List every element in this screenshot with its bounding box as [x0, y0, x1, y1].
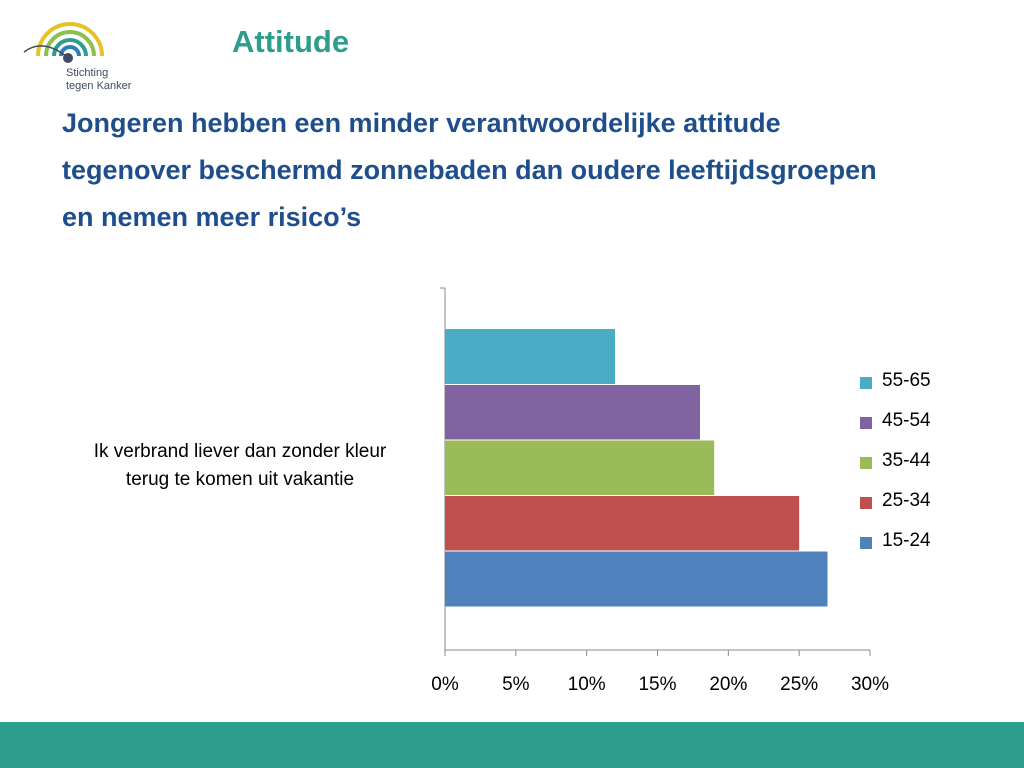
legend-swatch [860, 497, 872, 509]
x-tick-label: 25% [780, 674, 818, 695]
x-tick-label: 20% [709, 674, 747, 695]
logo [22, 18, 152, 98]
legend-label: 15-24 [882, 530, 931, 551]
x-tick-label: 0% [431, 674, 459, 695]
x-tick-label: 5% [502, 674, 530, 695]
x-tick-label: 30% [851, 674, 889, 695]
logo-line-1: Stichting [66, 67, 109, 79]
bar-25-34 [445, 495, 800, 551]
bar-55-65 [445, 329, 615, 385]
subtitle-line-2: tegenover beschermd zonnebaden dan ouder… [62, 155, 877, 185]
legend-swatch [860, 457, 872, 469]
legend-swatch [860, 537, 872, 549]
logo-arcs-icon [23, 22, 104, 63]
category-label: Ik verbrand liever dan zonder kleur teru… [40, 438, 440, 494]
bar-chart: 0% 5% 10% 15% 20% 25% 30% [431, 287, 889, 695]
legend-swatch [860, 417, 872, 429]
category-label-line-1: Ik verbrand liever dan zonder kleur [93, 441, 387, 462]
legend-label: 25-34 [882, 490, 931, 511]
footer-bar [0, 722, 1024, 768]
legend-label: 55-65 [882, 370, 931, 391]
legend-label: 35-44 [882, 450, 931, 471]
subtitle-line-3: en nemen meer risico’s [62, 202, 362, 232]
logo-text: Stichting tegen Kanker [66, 67, 131, 93]
page-title: Attitude [232, 24, 350, 59]
slide-subtitle: Jongeren hebben een minder verantwoordel… [62, 100, 992, 241]
bar-35-44 [445, 440, 715, 496]
legend-swatch [860, 377, 872, 389]
bar-15-24 [445, 551, 828, 607]
logo-line-2: tegen Kanker [66, 80, 132, 92]
x-tick-label: 15% [638, 674, 676, 695]
x-tick-label: 10% [568, 674, 606, 695]
bar-45-54 [445, 384, 700, 440]
subtitle-line-1: Jongeren hebben een minder verantwoordel… [62, 108, 781, 138]
category-label-line-2: terug te komen uit vakantie [125, 469, 355, 490]
legend-label: 45-54 [882, 410, 931, 431]
